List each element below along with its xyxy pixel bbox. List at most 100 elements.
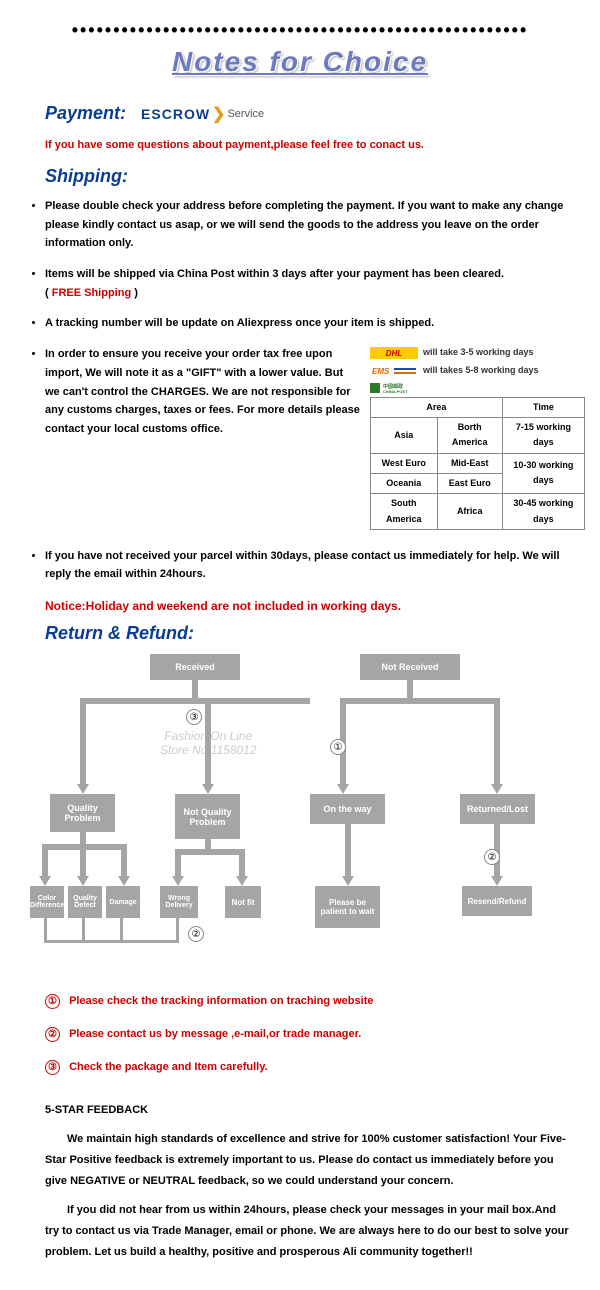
- flow-notfit: Not fit: [225, 886, 261, 918]
- table-cell: Oceania: [371, 473, 438, 493]
- flow-line: [120, 918, 123, 940]
- flow-line: [80, 844, 86, 879]
- carrier-note: will take 3-5 working days: [423, 345, 534, 360]
- feedback-block: 5-STAR FEEDBACK We maintain high standar…: [45, 1100, 570, 1262]
- feedback-title: 5-STAR FEEDBACK: [45, 1100, 570, 1121]
- table-row: West Euro Mid-East 10-30 working days: [371, 453, 585, 473]
- flow-line: [340, 698, 500, 704]
- legend-num-3: ③: [45, 1060, 60, 1075]
- svg-text:CHINA POST: CHINA POST: [383, 389, 408, 394]
- table-head: Time: [502, 397, 584, 417]
- escrow-text: ESCROW: [141, 106, 210, 122]
- table-cell: South America: [371, 494, 438, 530]
- shipping-item: Items will be shipped via China Post wit…: [45, 265, 585, 302]
- flow-resend: Resend/Refund: [462, 886, 532, 916]
- flow-arrow-icon: [236, 876, 248, 886]
- flow-arrow-icon: [337, 784, 349, 794]
- flow-line: [494, 698, 500, 788]
- feedback-p1: We maintain high standards of excellence…: [45, 1129, 570, 1192]
- shipping-item-text: In order to ensure you receive your orde…: [45, 348, 360, 435]
- legend-num-2: ②: [45, 1027, 60, 1042]
- table-cell: Africa: [437, 494, 502, 530]
- table-cell: 10-30 working days: [502, 453, 584, 494]
- free-shipping: FREE Shipping: [52, 287, 131, 299]
- chinapost-logo-icon: 中国邮政CHINA POST: [370, 382, 418, 394]
- escrow-badge: ESCROW ❯ Service: [141, 104, 264, 124]
- flow-arrow-icon: [491, 876, 503, 886]
- return-header: Return & Refund:: [45, 623, 585, 644]
- payment-note: If you have some questions about payment…: [45, 139, 585, 151]
- flow-line: [205, 698, 211, 788]
- legend-text: Please contact us by message ,e-mail,or …: [69, 1028, 361, 1040]
- legend-text: Check the package and Item carefully.: [69, 1061, 267, 1073]
- legend-row: ① Please check the tracking information …: [45, 994, 585, 1009]
- svg-text:DHL: DHL: [386, 349, 403, 358]
- svg-text:EMS: EMS: [372, 367, 390, 376]
- ems-logo-icon: EMS: [370, 365, 418, 377]
- flow-arrow-icon: [77, 784, 89, 794]
- flow-quality: Quality Problem: [50, 794, 115, 832]
- table-cell: West Euro: [371, 453, 438, 473]
- flow-arrow-icon: [342, 876, 354, 886]
- payment-label: Payment:: [45, 103, 126, 123]
- flow-line: [192, 680, 198, 698]
- flow-patient: Please be patient to wait: [315, 886, 380, 928]
- shipping-list: Please double check your address before …: [45, 197, 585, 584]
- flow-line: [121, 844, 127, 879]
- escrow-service: Service: [227, 108, 264, 120]
- table-cell: Mid-East: [437, 453, 502, 473]
- flow-received: Received: [150, 654, 240, 680]
- free-prefix: (: [45, 287, 52, 299]
- table-cell: Borth America: [437, 418, 502, 454]
- flow-line: [44, 918, 47, 940]
- flow-step-3: ③: [186, 709, 202, 725]
- table-cell: East Euro: [437, 473, 502, 493]
- table-row: Asia Borth America 7-15 working days: [371, 418, 585, 454]
- legend-num-1: ①: [45, 994, 60, 1009]
- table-cell: Asia: [371, 418, 438, 454]
- table-cell: 7-15 working days: [502, 418, 584, 454]
- flow-line: [304, 698, 310, 704]
- flow-line: [80, 698, 310, 704]
- carrier-row: EMS will takes 5-8 working days: [370, 363, 585, 378]
- free-suffix: ): [131, 287, 138, 299]
- table-cell: 30-45 working days: [502, 494, 584, 530]
- flow-line: [82, 918, 85, 940]
- table-row: South America Africa 30-45 working days: [371, 494, 585, 530]
- shipping-item: DHL will take 3-5 working days EMS will …: [45, 345, 585, 535]
- shipping-header: Shipping:: [45, 166, 585, 187]
- flow-not-quality: Not Quality Problem: [175, 794, 240, 839]
- flow-defect: Quality Defect: [68, 886, 102, 918]
- carrier-note: will takes 5-8 working days: [423, 363, 539, 378]
- legend-row: ② Please contact us by message ,e-mail,o…: [45, 1027, 585, 1042]
- flow-arrow-icon: [491, 784, 503, 794]
- shipping-table: Area Time Asia Borth America 7-15 workin…: [370, 397, 585, 530]
- flow-arrow-icon: [172, 876, 184, 886]
- flow-colordiff: Color Difference: [30, 886, 64, 918]
- table-head: Area: [371, 397, 503, 417]
- flow-line: [345, 824, 351, 879]
- flow-line: [44, 940, 179, 943]
- flow-line: [239, 849, 245, 879]
- flow-line: [80, 698, 86, 788]
- legend-block: ① Please check the tracking information …: [45, 994, 585, 1075]
- flow-line: [175, 849, 245, 855]
- feedback-p2: If you did not hear from us within 24hou…: [45, 1200, 570, 1263]
- flow-returned: Returned/Lost: [460, 794, 535, 824]
- dotted-divider: ••••••••••••••••••••••••••••••••••••••••…: [15, 20, 585, 41]
- flow-line: [80, 832, 86, 844]
- flow-onway: On the way: [310, 794, 385, 824]
- escrow-arc-icon: ❯: [212, 104, 225, 124]
- flow-line: [205, 839, 211, 849]
- legend-text: Please check the tracking information on…: [69, 995, 373, 1007]
- dhl-logo-icon: DHL: [370, 347, 418, 359]
- payment-header: Payment: ESCROW ❯ Service: [45, 103, 585, 124]
- flow-arrow-icon: [118, 876, 130, 886]
- flow-line: [42, 844, 48, 879]
- return-flowchart: Fashion On Line Store No.1158012 Receive…: [30, 654, 570, 974]
- flow-line: [175, 849, 181, 879]
- table-row: Area Time: [371, 397, 585, 417]
- flow-not-received: Not Received: [360, 654, 460, 680]
- shipping-item: If you have not received your parcel wit…: [45, 547, 585, 584]
- legend-row: ③ Check the package and Item carefully.: [45, 1060, 585, 1075]
